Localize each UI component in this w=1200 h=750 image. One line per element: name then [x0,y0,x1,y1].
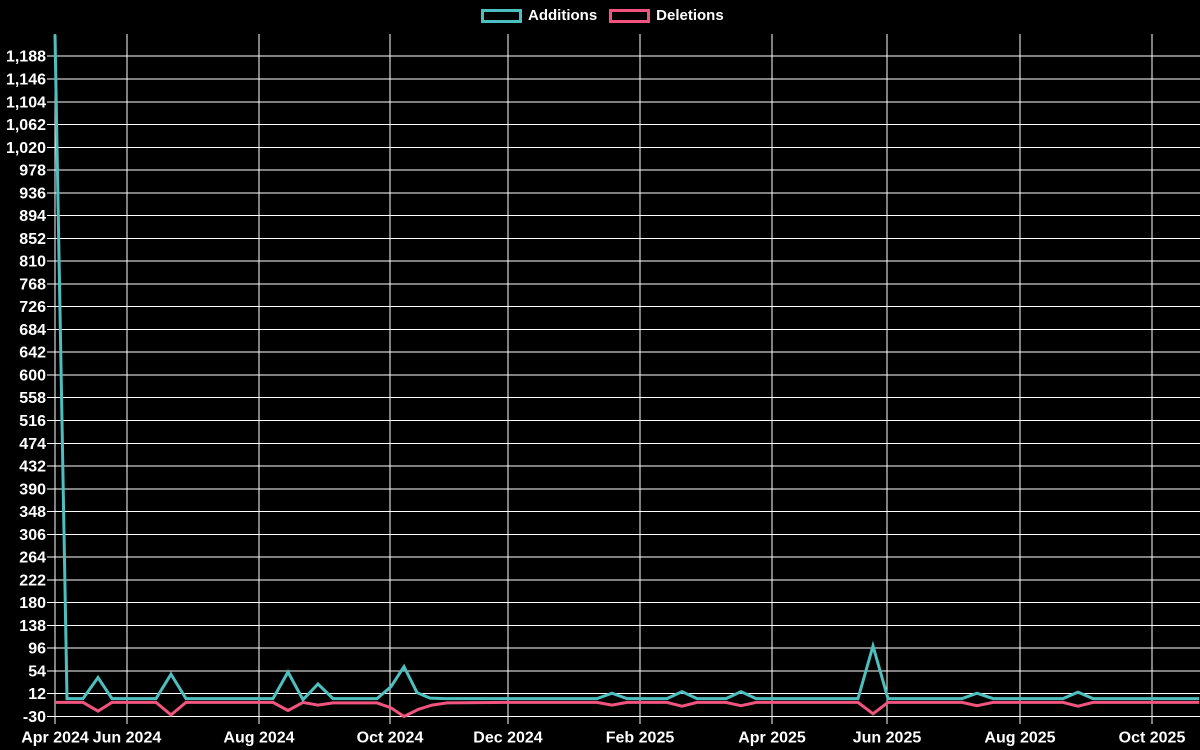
legend-item-additions[interactable]: Additions [481,8,597,23]
y-tick-label: 684 [19,322,46,339]
x-tick-label: Apr 2024 [21,730,89,747]
legend-swatch-additions-icon [481,8,522,23]
x-tick-label: Feb 2025 [606,730,675,747]
y-tick-label: 810 [19,254,46,271]
series-line-additions [53,34,1199,703]
y-tick-label: 390 [19,481,46,498]
x-tick-label: Jun 2024 [93,730,162,747]
y-tick-label: 936 [19,185,46,202]
y-tick-label: 348 [19,504,46,521]
y-tick-label: 474 [19,436,46,453]
x-tick-label: Oct 2025 [1119,730,1186,747]
y-tick-label: 306 [19,527,46,544]
gridlines [47,34,1200,724]
y-tick-label: 558 [19,390,46,407]
y-tick-label: 264 [19,550,46,567]
y-tick-label: 600 [19,367,46,384]
x-tick-label: Aug 2025 [984,730,1055,747]
y-tick-label: 1,188 [6,49,46,66]
y-tick-label: 96 [28,641,46,658]
y-tick-label: -30 [23,709,46,726]
x-tick-label: Apr 2025 [738,730,806,747]
y-tick-label: 516 [19,413,46,430]
legend-swatch-deletions-icon [609,8,651,23]
y-tick-label: 768 [19,276,46,293]
y-tick-label: 432 [19,459,46,476]
y-tick-label: 1,020 [6,140,46,157]
x-tick-label: Jun 2025 [853,730,922,747]
y-tick-label: 1,104 [6,94,46,111]
legend-label-deletions: Deletions [656,7,724,24]
x-tick-label: Oct 2024 [357,730,424,747]
series-line-deletions [55,700,1199,719]
y-tick-label: 222 [19,572,46,589]
y-tick-label: 852 [19,231,46,248]
y-tick-label: 180 [19,595,46,612]
legend-item-deletions[interactable]: Deletions [609,8,724,23]
y-tick-label: 978 [19,163,46,180]
y-tick-label: 12 [28,686,46,703]
y-tick-label: 1,062 [6,117,46,134]
x-tick-label: Aug 2024 [223,730,294,747]
y-tick-label: 726 [19,299,46,316]
chart-legend: Additions Deletions [481,8,724,23]
y-tick-label: 54 [28,663,46,680]
y-tick-label: 894 [19,208,46,225]
legend-label-additions: Additions [528,7,598,24]
y-tick-label: 1,146 [6,71,46,88]
y-tick-label: 138 [19,618,46,635]
x-tick-label: Dec 2024 [473,730,542,747]
y-tick-label: 642 [19,345,46,362]
